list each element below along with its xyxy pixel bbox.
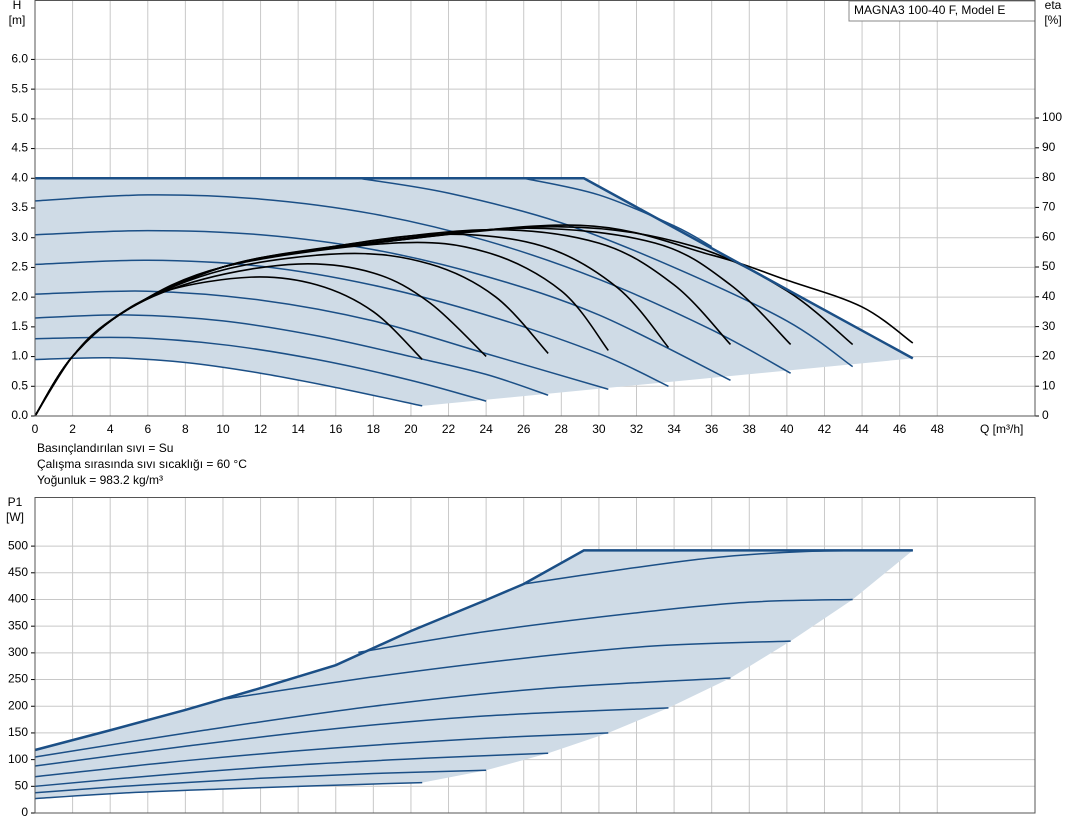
y-tick-label: 250 [8,672,28,686]
pump-curve [358,177,854,368]
y2-tick-label: 20 [1042,349,1056,363]
y2-label: eta [1045,0,1062,12]
y-label: H [13,0,22,12]
y-tick-label: 5.0 [11,111,28,125]
x-tick-label: 44 [855,422,869,436]
y-unit: [m] [9,13,26,27]
y2-tick-label: 60 [1042,229,1056,243]
x-tick-label: 48 [931,422,945,436]
y-tick-label: 1.5 [11,319,28,333]
y2-tick-label: 90 [1042,140,1056,154]
x-tick-label: 2 [69,422,76,436]
y-tick-label: 400 [8,592,28,606]
x-tick-label: 30 [592,422,606,436]
pump-curve [34,290,609,390]
x-tick-label: 4 [107,422,114,436]
efficiency-curve [34,224,914,417]
pump-curve [34,752,549,788]
max-curve [35,177,914,360]
pump-curve [523,177,713,248]
x-tick-label: 14 [291,422,305,436]
y-tick-label: 350 [8,618,28,632]
pump-curve [34,314,549,396]
y-unit: [W] [6,510,24,524]
x-tick-label: 16 [329,422,343,436]
annotation: Yoğunluk = 983.2 kg/m³ [37,473,163,487]
y2-tick-label: 10 [1042,378,1056,392]
pump-curve [358,598,853,654]
x-tick-label: 32 [630,422,644,436]
x-tick-label: 10 [216,422,230,436]
pump-curve [34,769,487,794]
y-tick-label: 50 [15,778,29,792]
y2-tick-label: 100 [1042,110,1062,124]
x-tick-label: 6 [144,422,151,436]
y-tick-label: 3.5 [11,200,28,214]
max-curve [34,549,913,752]
y2-tick-label: 50 [1042,259,1056,273]
x-tick-label: 40 [780,422,794,436]
y2-tick-label: 70 [1042,200,1056,214]
x-tick-label: 36 [705,422,719,436]
y-tick-label: 200 [8,698,28,712]
y2-tick-label: 30 [1042,319,1056,333]
y2-tick-label: 0 [1042,408,1049,422]
y-tick-label: 300 [8,645,28,659]
pump-curve [34,229,731,382]
x-tick-label: 46 [893,422,907,436]
y-tick-label: 0.5 [11,378,28,392]
y-tick-label: 0 [21,805,28,819]
y2-tick-label: 80 [1042,170,1056,184]
x-tick-label: 26 [517,422,531,436]
y-tick-label: 1.0 [11,349,28,363]
y-tick-label: 2.5 [11,260,28,274]
x-tick-label: 42 [818,422,832,436]
x-tick-label: 28 [555,422,569,436]
x-tick-label: 8 [182,422,189,436]
operating-area [35,550,913,799]
plot-frame [34,497,1036,814]
y-tick-label: 5.5 [11,81,28,95]
y2-unit: [%] [1044,13,1061,27]
chart-title: MAGNA3 100-40 F, Model E [854,3,1005,17]
annotation: Çalışma sırasında sıvı sıcaklığı = 60 °C [37,457,247,471]
x-tick-label: 12 [254,422,268,436]
pump-curve [34,781,423,800]
x-label: Q [m³/h] [980,422,1023,436]
pump-curve [34,732,609,778]
y-label: P1 [8,495,23,509]
y-tick-label: 150 [8,725,28,739]
x-tick-label: 24 [479,422,493,436]
x-tick-label: 0 [32,422,39,436]
y-tick-label: 4.0 [11,170,28,184]
pump-curve [222,640,791,701]
x-tick-label: 34 [667,422,681,436]
pump-curve [34,259,669,387]
pump-curve [34,707,669,767]
pump-curve [34,356,423,407]
annotation: Basınçlandırılan sıvı = Su [37,441,173,455]
y-tick-label: 0.0 [11,408,28,422]
pump-curve [34,677,731,758]
y-tick-label: 3.0 [11,230,28,244]
y-tick-label: 6.0 [11,52,28,66]
y2-tick-label: 40 [1042,289,1056,303]
pump-curve [34,194,792,374]
y-tick-label: 450 [8,565,28,579]
y-tick-label: 4.5 [11,141,28,155]
x-tick-label: 22 [442,422,456,436]
y-tick-label: 100 [8,752,28,766]
y-tick-label: 2.0 [11,289,28,303]
pump-curve [34,336,487,402]
y-tick-label: 500 [8,538,28,552]
x-tick-label: 18 [367,422,381,436]
x-tick-label: 38 [743,422,757,436]
x-tick-label: 20 [404,422,418,436]
plot-frame [34,0,1036,417]
